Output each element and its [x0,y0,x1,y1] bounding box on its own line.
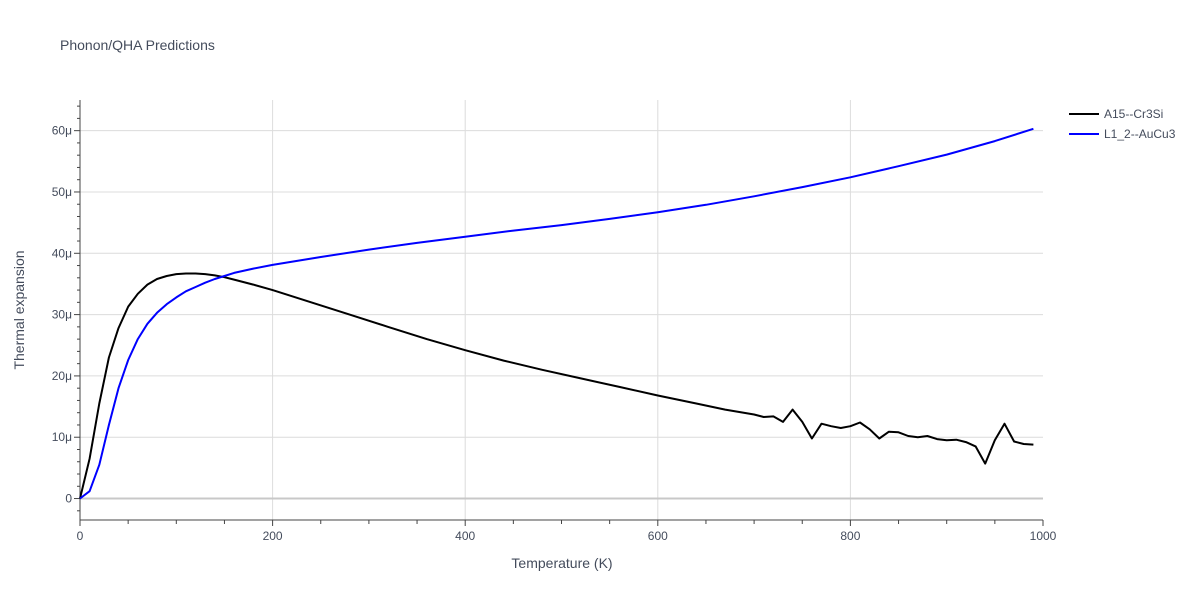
y-tick-label: 30μ [52,308,72,322]
x-tick-label: 0 [77,529,84,543]
x-tick-label: 800 [840,529,860,543]
y-tick-label: 50μ [52,185,72,199]
legend-item-1[interactable]: A15--Cr3Si [1069,107,1163,121]
y-tick-label: 60μ [52,124,72,138]
legend-item-2[interactable]: L1_2--AuCu3 [1069,127,1176,141]
legend-label: A15--Cr3Si [1104,107,1163,121]
x-tick-label: 400 [455,529,475,543]
x-tick-label: 600 [648,529,668,543]
series-line-2 [79,127,1034,500]
x-axis-title: Temperature (K) [511,555,612,571]
series-line-1 [79,272,1034,499]
legend-label: L1_2--AuCu3 [1104,127,1176,141]
y-axis-title: Thermal expansion [11,250,27,369]
gridlines [80,100,1043,520]
chart-title: Phonon/QHA Predictions [60,37,215,53]
y-tick-label: 10μ [52,430,72,444]
y-tick-label: 20μ [52,369,72,383]
axes: 0 200 400 600 800 1000 0 10μ 20μ 30μ 40μ 50μ 60μ [52,100,1057,543]
y-tick-label: 0 [65,492,72,506]
x-tick-label: 200 [263,529,283,543]
legend[interactable]: A15--Cr3Si L1_2--AuCu3 [1069,107,1176,141]
series-group [79,127,1034,500]
y-tick-label: 40μ [52,246,72,260]
x-tick-label: 1000 [1030,529,1057,543]
